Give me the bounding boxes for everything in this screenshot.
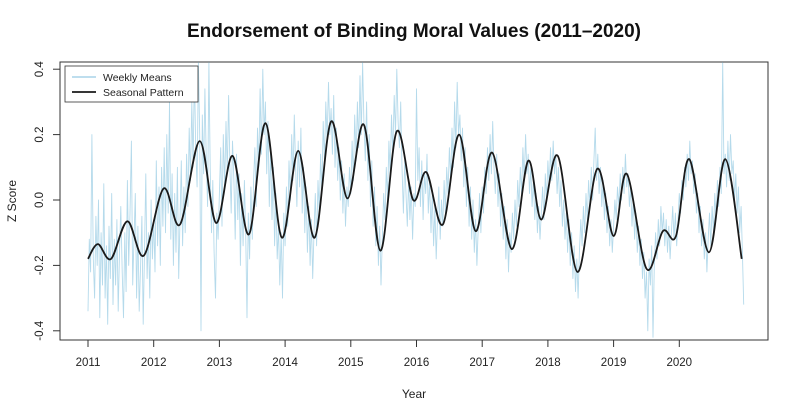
seasonal-pattern-layer: [87, 120, 743, 273]
x-tick-label: 2013: [207, 357, 233, 369]
x-axis-label: Year: [402, 387, 426, 401]
y-axis-label: Z Score: [5, 180, 19, 222]
y-tick-label: -0.4: [34, 320, 46, 340]
y-tick-label: 0.4: [34, 61, 46, 78]
x-axis: 2011 2012 2013 2014 2015 2016 2017 2018 2019 2020: [76, 339, 745, 369]
x-tick-label: 2020: [667, 357, 693, 369]
legend-box: [64, 65, 199, 103]
legend-label-weekly: Weekly Means: [103, 72, 172, 84]
plot-area: [59, 61, 769, 341]
weekly-means-layer: [87, 62, 745, 338]
x-tick-label: 2012: [141, 357, 167, 369]
x-tick-label: 2015: [338, 357, 364, 369]
y-tick-label: 0.0: [34, 192, 46, 208]
series-line-seasonal-pattern: [87, 120, 743, 273]
x-tick-label: 2017: [469, 357, 495, 369]
y-axis: -0.4 -0.2 0.0 0.2 0.4: [34, 61, 61, 341]
x-tick-label: 2018: [535, 357, 561, 369]
x-tick-label: 2011: [76, 357, 101, 369]
x-tick-label: 2019: [601, 357, 627, 369]
legend: Weekly Means Seasonal Pattern: [64, 65, 199, 103]
y-tick-label: 0.2: [34, 127, 46, 143]
x-tick-label: 2014: [272, 357, 298, 369]
chart-title: Endorsement of Binding Moral Values (201…: [187, 21, 641, 42]
legend-label-seasonal: Seasonal Pattern: [103, 87, 184, 99]
series-line-weekly-means: [87, 62, 745, 338]
x-tick-label: 2016: [404, 357, 430, 369]
y-tick-label: -0.2: [34, 255, 46, 275]
